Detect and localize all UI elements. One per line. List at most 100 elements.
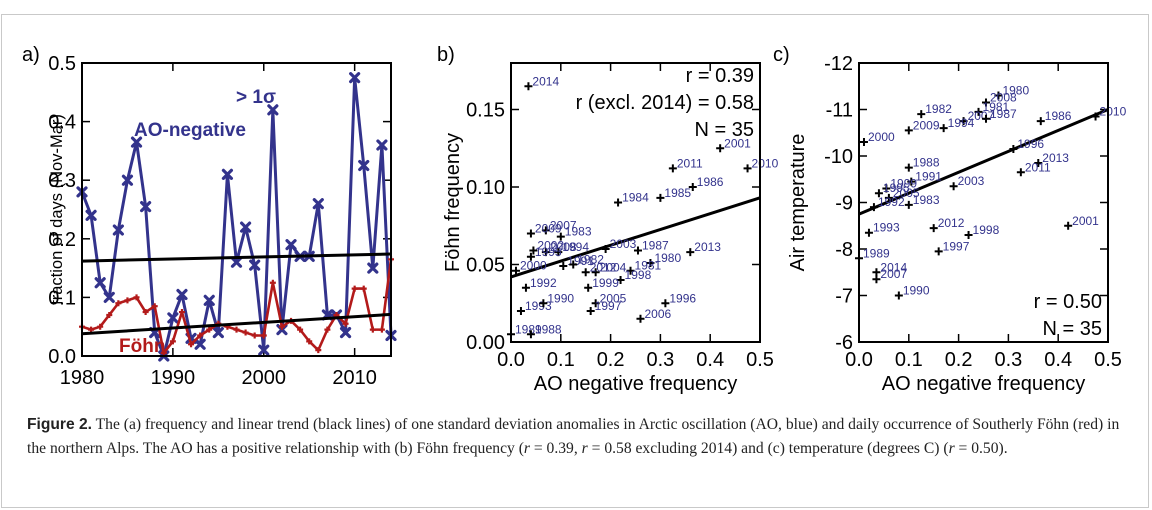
ao-point (376, 139, 388, 151)
point-label: 2011 (677, 156, 703, 170)
caption-r-1: r (523, 439, 530, 457)
fohn-point (169, 338, 176, 345)
caption-text-1: The (a) frequency and linear trend (blac… (27, 416, 1120, 457)
fohn-point (142, 309, 149, 316)
stat-text: N = 35 (1043, 318, 1102, 340)
ao-point (130, 136, 143, 148)
point-label: 1997 (943, 239, 970, 253)
data-point (917, 110, 926, 119)
point-label: 2008 (990, 91, 1017, 105)
point-label: 2014 (880, 260, 907, 274)
point-label: 2003 (958, 174, 985, 188)
stat-text: r (excl. 2014) = 0.58 (576, 92, 754, 114)
ao-trend-line (81, 252, 392, 263)
point-label: 2001 (1072, 214, 1099, 228)
fohn-point (233, 326, 240, 333)
point-label: 2011 (1025, 160, 1051, 174)
y-tick-label: -7 (835, 286, 853, 308)
point-label: 1998 (625, 268, 652, 282)
data-point (882, 184, 891, 193)
x-tick-label: 2000 (242, 367, 287, 389)
point-label: 2006 (644, 307, 671, 321)
data-point (1016, 168, 1025, 177)
data-point (668, 164, 677, 173)
figure-caption: Figure 2. The (a) frequency and linear t… (27, 413, 1139, 460)
point-label: 1992 (530, 276, 557, 290)
data-point (688, 183, 697, 191)
ao-point (230, 256, 243, 268)
y-tick-label: 0.0 (48, 346, 76, 368)
data-point (636, 314, 645, 323)
y-tick-label: -12 (824, 53, 853, 75)
point-label: 1984 (622, 191, 649, 205)
panel-label: c) (773, 44, 790, 66)
point-label: 1988 (913, 156, 940, 170)
fohn-point (342, 320, 349, 327)
ao-point (176, 288, 188, 301)
point-label: 1990 (547, 291, 574, 305)
data-point (959, 117, 968, 126)
point-label: 1981 (635, 259, 662, 273)
figure-chart: a) 0.0 0.1 0.2 0.3 0.4 0.5 1980 1990 2000 2010 frac… (22, 44, 1127, 395)
data-point (949, 182, 958, 191)
y-axis-label: Air temperature (787, 134, 809, 272)
ao-point (140, 200, 152, 213)
point-label: 1993 (873, 221, 900, 235)
data-point (929, 224, 938, 233)
x-tick-label: 0.2 (597, 349, 625, 371)
annotation-fohn: Föhn (119, 336, 165, 357)
data-point (904, 126, 913, 135)
point-label: 2013 (694, 240, 721, 254)
panel-c: c) -6 -7 -8 -9 -10 -11 -12 0.0 0.1 0.2 0.3 0.4 0.5 AO … (773, 44, 1127, 395)
data-point (656, 193, 665, 202)
fohn-point (369, 326, 376, 333)
point-label: 1982 (925, 102, 952, 116)
fohn-point (106, 311, 113, 318)
caption-r-3: r (948, 439, 955, 457)
data-point (626, 266, 635, 275)
point-label: 1990 (903, 284, 930, 298)
y-axis-label: fraction of days (Nov-Mar) (48, 114, 66, 305)
panel-label: a) (22, 44, 40, 66)
x-tick-label: 0.4 (696, 349, 724, 371)
point-label: 1994 (948, 116, 975, 130)
x-axis-label: AO negative frequency (534, 373, 737, 395)
data-point (559, 262, 568, 271)
data-point (586, 307, 595, 315)
point-label: 1983 (913, 193, 940, 207)
x-tick-label: 1980 (60, 367, 105, 389)
data-point (601, 245, 610, 253)
x-tick-label: 0.1 (547, 349, 575, 371)
ao-point (112, 224, 124, 236)
fohn-point (278, 323, 285, 330)
point-label: 1995 (535, 245, 562, 259)
data-point (907, 177, 916, 186)
y-tick-label: -11 (826, 100, 853, 122)
annotation-sigma: > 1σ (236, 87, 276, 108)
point-label: 1989 (515, 322, 542, 336)
fohn-trend-line (81, 312, 392, 336)
point-label: 2000 (868, 130, 895, 144)
ao-point (203, 294, 215, 306)
data-point (981, 114, 990, 123)
data-point (964, 231, 973, 240)
data-point (884, 193, 893, 202)
fohn-point (88, 326, 95, 333)
fohn-point (306, 338, 313, 345)
point-label: 1999 (890, 177, 917, 191)
x-tick-label: 2010 (332, 367, 377, 389)
point-label: 1986 (1045, 109, 1072, 123)
point-label: 1987 (990, 107, 1017, 121)
point-label: 1992 (878, 195, 905, 209)
data-point (646, 258, 655, 267)
caption-label: Figure 2. (27, 416, 92, 433)
data-point (541, 248, 550, 257)
point-label: 1987 (642, 239, 669, 253)
point-label: 2007 (550, 218, 577, 232)
data-point (872, 268, 881, 277)
y-tick-label: 0.5 (48, 53, 76, 75)
fohn-point (378, 326, 385, 333)
data-point (554, 248, 563, 257)
point-label: 1996 (669, 291, 696, 305)
y-tick-label: 0.2 (48, 229, 76, 251)
